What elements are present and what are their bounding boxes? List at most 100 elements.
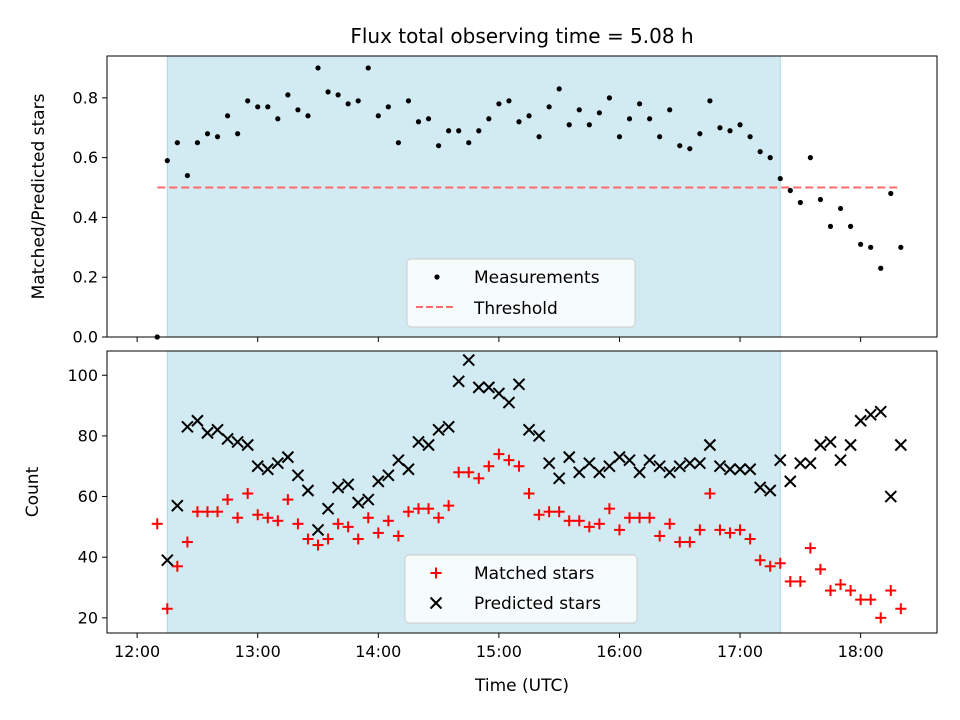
predicted-point [181,420,194,434]
predicted-point [261,463,274,476]
matched-point [724,527,736,539]
measurement-point [214,134,221,140]
y-tick-label: 60 [78,487,98,506]
y-tick-label: 0.2 [73,268,98,287]
measurement-point [435,143,442,149]
marker-stroke [261,463,274,476]
marker-stroke [321,502,335,515]
marker-stroke [281,450,295,464]
predicted-point [552,472,566,485]
predicted-point [763,484,777,497]
measurement-point [667,107,673,113]
marker-stroke [552,472,566,485]
matched-point [694,524,706,536]
predicted-point [542,456,556,470]
matched-point [613,524,625,536]
marker-stroke [874,405,887,418]
marker-stroke [311,523,325,537]
measurement-point [164,158,170,164]
predicted-point [603,460,616,473]
measurement-point [586,122,592,128]
predicted-point [864,408,877,421]
marker-stroke [573,466,586,479]
matched-point [794,575,806,587]
bottom-axes-frame [106,350,938,634]
matched-point [181,536,193,548]
predicted-point [362,493,375,506]
measurement-point [204,131,211,137]
x-tick-label: 15:00 [476,642,522,661]
y-tick-label: 80 [78,426,98,445]
measurement-point [737,122,743,128]
marker-stroke [432,423,445,437]
matched-point [272,515,284,527]
measurement-point [305,113,311,119]
predicted-point [301,484,315,497]
marker-stroke [372,475,385,488]
bottom-legend-box [404,554,638,624]
marker-stroke [834,453,847,467]
marker-stroke [542,456,556,470]
measurement-point [325,89,331,95]
predicted-point [171,499,184,512]
measurement-point [747,134,753,140]
predicted-point [402,463,415,476]
matched-point [453,466,465,478]
predicted-legend-marker [429,596,443,610]
measurements-legend-label: Measurements [474,268,600,288]
marker-stroke [532,429,546,443]
marker-stroke [462,353,475,367]
predicted-point [161,554,174,567]
matched-point [222,494,234,506]
matched-point [845,585,857,597]
predicted-point [683,456,697,470]
matched-point [292,518,304,530]
matched-point [634,512,646,524]
measurement-point [556,86,562,92]
measurement-point [194,140,201,146]
matched-point [473,472,485,484]
matched-point [624,512,636,524]
marker-stroke [844,438,857,452]
matched-point [804,542,816,554]
marker-stroke [784,475,797,488]
marker-stroke [864,408,877,421]
measurement-point [888,190,894,197]
predicted-point [372,475,385,488]
marker-stroke [392,453,405,467]
marker-stroke [402,463,415,476]
predicted-point [532,429,546,443]
predicted-point [281,450,295,464]
measurement-point [807,155,813,161]
matched-stars-series [151,448,907,624]
bottom-x-axis: 12:00 13:00 14:00 15:00 16:00 17:00 18:00 [114,633,884,661]
marker-stroke [603,460,616,473]
y-tick-label: 0.6 [73,148,98,167]
top-y-axis: 0.0 0.2 0.4 0.6 0.8 [73,88,107,347]
predicted-point [583,456,596,470]
measurement-point [425,116,432,122]
measurement-point [727,128,733,134]
matched-point [664,518,676,530]
measurement-point [606,95,613,101]
marker-stroke [653,460,666,473]
predicted-point [663,466,676,479]
measurement-point [405,98,412,104]
matched-point [835,578,847,590]
matched-point [332,518,344,530]
predicted-point [221,432,234,446]
measurement-point [415,119,422,125]
predicted-point [593,466,606,479]
marker-stroke [723,463,737,476]
marker-stroke [733,463,747,476]
matched-point [423,503,435,515]
matched-point [242,488,254,500]
bottom-y-axis: 20 40 60 80 100 [67,366,107,627]
marker-stroke [633,466,646,479]
measurement-point [385,104,391,110]
marker-stroke [743,463,757,476]
matched-legend-label: Matched stars [474,564,594,584]
measurement-point [787,187,793,194]
matched-point [824,585,836,597]
measurement-point [486,116,492,122]
